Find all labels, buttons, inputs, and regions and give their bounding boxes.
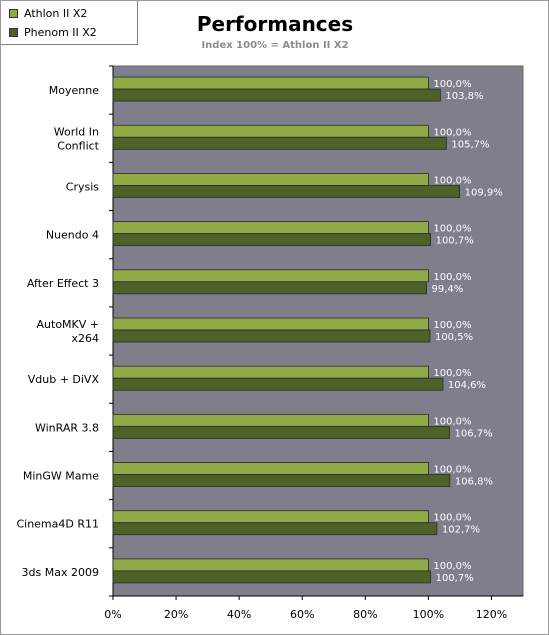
- legend: Athlon II X2 Phenom II X2: [1, 1, 138, 45]
- category-label: World In: [54, 125, 99, 138]
- value-label-athlon: 100,0%: [433, 224, 471, 235]
- value-label-phenom: 100,7%: [436, 573, 474, 584]
- bar-phenom: [112, 185, 461, 198]
- bar-phenom: [112, 425, 450, 439]
- bar-athlon: [112, 558, 429, 572]
- value-label-phenom: 99,4%: [431, 284, 463, 295]
- bar-athlon: [112, 221, 429, 235]
- chart-subtitle: Index 100% = Athlon II X2: [201, 40, 349, 51]
- category-label: MinGW Mame: [23, 470, 99, 483]
- bar-athlon: [112, 413, 429, 427]
- value-label-phenom: 104,6%: [448, 380, 486, 391]
- value-label-athlon: 100,0%: [433, 272, 471, 283]
- value-label-athlon: 100,0%: [433, 79, 471, 90]
- value-label-athlon: 100,0%: [433, 561, 471, 572]
- value-label-phenom: 102,7%: [442, 525, 480, 536]
- value-label-phenom: 105,7%: [451, 139, 489, 150]
- bar-athlon: [112, 462, 429, 475]
- bar-phenom: [112, 233, 431, 247]
- value-label-athlon: 100,0%: [433, 175, 471, 186]
- value-label-athlon: 100,0%: [433, 127, 471, 138]
- bar-athlon: [112, 124, 429, 138]
- value-label-phenom: 106,7%: [455, 428, 493, 439]
- legend-swatch-phenom: [9, 27, 18, 37]
- bar-athlon: [112, 76, 429, 90]
- category-label: Vdub + DiVX: [28, 373, 100, 386]
- x-tick-label: 100%: [413, 608, 444, 621]
- category-label: Cinema4D R11: [16, 518, 99, 531]
- legend-label-phenom: Phenom II X2: [24, 25, 97, 39]
- bar-phenom: [112, 88, 441, 102]
- category-label: x264: [71, 332, 99, 345]
- bar-phenom: [112, 474, 451, 487]
- chart-title: Performances: [196, 12, 354, 36]
- legend-item-athlon: Athlon II X2: [9, 5, 87, 21]
- value-label-phenom: 100,7%: [436, 236, 474, 247]
- x-tick-label: 120%: [476, 608, 507, 621]
- value-label-phenom: 106,8%: [455, 477, 493, 488]
- category-label: 3ds Max 2009: [22, 566, 99, 579]
- x-tick-label: 60%: [290, 608, 314, 621]
- bar-phenom: [112, 329, 431, 343]
- value-label-athlon: 100,0%: [433, 416, 471, 427]
- value-label-athlon: 100,0%: [433, 320, 471, 331]
- value-label-phenom: 109,9%: [465, 187, 503, 198]
- value-label-phenom: 103,8%: [445, 91, 483, 102]
- bar-phenom: [112, 570, 431, 584]
- bar-phenom: [112, 136, 447, 150]
- x-tick-label: 20%: [164, 608, 188, 621]
- bar-athlon: [112, 510, 429, 524]
- value-label-athlon: 100,0%: [433, 513, 471, 524]
- category-label: Moyenne: [49, 84, 99, 97]
- x-tick-label: 80%: [353, 608, 377, 621]
- category-label: After Effect 3: [27, 277, 99, 290]
- category-label: Nuendo 4: [46, 229, 99, 242]
- legend-item-phenom: Phenom II X2: [9, 24, 97, 40]
- legend-label-athlon: Athlon II X2: [24, 6, 88, 20]
- x-tick-label: 0%: [104, 608, 121, 621]
- category-label: Crysis: [66, 180, 100, 193]
- legend-swatch-athlon: [9, 8, 18, 18]
- category-label: AutoMKV +: [37, 318, 99, 331]
- x-tick-label: 40%: [227, 608, 251, 621]
- bar-athlon: [112, 173, 429, 186]
- bar-athlon: [112, 269, 429, 283]
- bar-athlon: [112, 317, 429, 331]
- category-label: Conflict: [57, 139, 99, 152]
- bar-phenom: [112, 281, 427, 295]
- value-label-athlon: 100,0%: [433, 465, 471, 476]
- value-label-athlon: 100,0%: [433, 368, 471, 379]
- bar-athlon: [112, 365, 429, 379]
- value-label-phenom: 100,5%: [435, 332, 473, 343]
- category-label: WinRAR 3.8: [35, 421, 99, 434]
- bar-phenom: [112, 377, 444, 391]
- bar-phenom: [112, 522, 438, 536]
